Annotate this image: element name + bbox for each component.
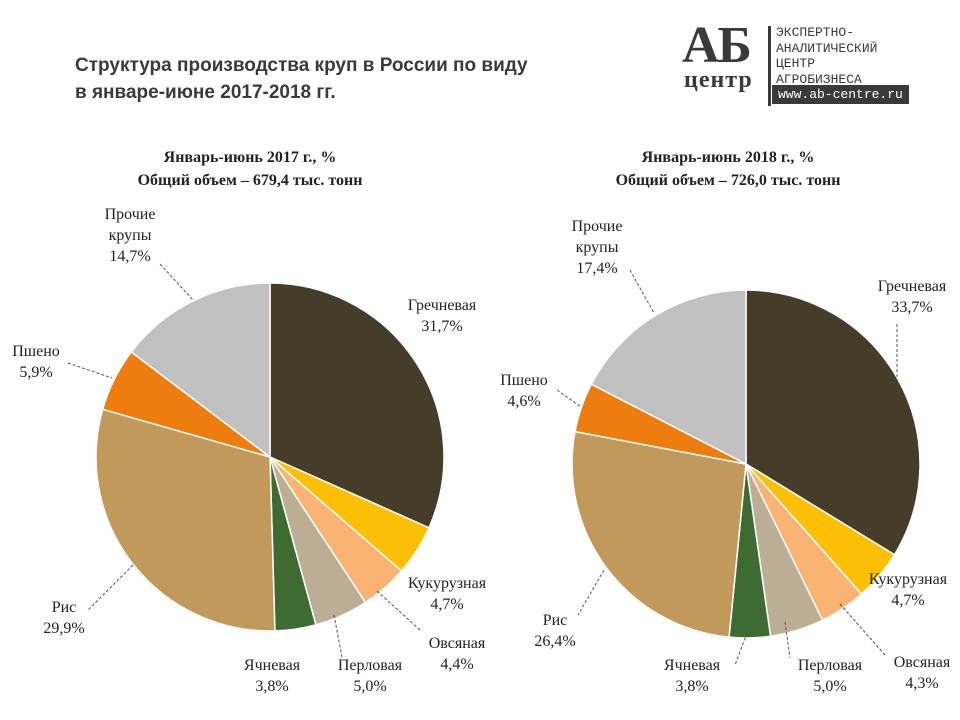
leader-line-ovsyanaya-2018 [839, 603, 886, 656]
value-label-grechnevaya-2018: 33,7% [891, 299, 932, 316]
value-label-psheno-2017: 5,9% [19, 364, 52, 381]
category-label-yachnevaya-2017: Ячневая [244, 657, 301, 674]
data-label-kukuruznaya-2018: Кукурузная 4,7% [869, 571, 948, 609]
slice-prochie-2017 [130, 282, 271, 459]
value-label-grechnevaya-2017: 31,7% [421, 318, 462, 335]
leader-line-psheno-2018 [556, 389, 582, 408]
value-label-psheno-2018: 4,6% [507, 393, 540, 410]
data-label-ris-2018: Рис 26,4% [534, 612, 575, 650]
chart-subtitle-2018: Общий объем – 726,0 тыс. тонн [615, 172, 841, 189]
data-label-prochie-2018: Прочие крупы 17,4% [572, 218, 623, 277]
page-title-line1: Структура производства круп в России по … [75, 55, 528, 76]
logo-org-line1: ЭКСПЕРТНО- [776, 25, 855, 40]
value-label-ris-2018: 26,4% [534, 633, 575, 650]
data-label-ovsyanaya-2018: Овсяная 4,3% [894, 654, 951, 692]
value-label-ovsyanaya-2018: 4,3% [905, 675, 938, 692]
value-label-perlovaya-2017: 5,0% [353, 678, 386, 695]
value-label-yachnevaya-2017: 3,8% [255, 678, 288, 695]
data-label-kukuruznaya-2017: Кукурузная 4,7% [408, 575, 487, 613]
category-label-ris-2018: Рис [543, 612, 568, 629]
leader-line-yachnevaya-2018 [734, 632, 748, 666]
category-label-prochie-2018: крупы [576, 239, 619, 256]
data-label-prochie-2017: Прочие крупы 14,7% [105, 206, 156, 265]
slice-prochie-2018 [590, 289, 747, 466]
category-label-perlovaya-2018: Перловая [798, 657, 863, 674]
slice-grechnevaya-2018 [745, 289, 921, 556]
value-label-kukuruznaya-2017: 4,7% [430, 596, 463, 613]
category-label-ovsyanaya-2018: Овсяная [894, 654, 951, 671]
leader-line-prochie-2018 [629, 269, 655, 314]
value-label-yachnevaya-2018: 3,8% [675, 678, 708, 695]
leader-line-ris-2018 [577, 569, 605, 616]
pie-chart-2018: Гречневая 33,7% Кукурузная 4,7% Овсяная 4,3% П… [500, 218, 951, 695]
data-label-perlovaya-2018: Перловая 5,0% [798, 657, 863, 695]
page-title: Структура производства круп в России по … [75, 52, 635, 106]
chart-title-2017: Январь-июнь 2017 г., % Общий объем – 679… [70, 146, 430, 192]
category-label-ovsyanaya-2017: Овсяная [429, 635, 486, 652]
data-label-ris-2017: Рис 29,9% [43, 599, 84, 637]
logo-org-name: ЭКСПЕРТНО- АНАЛИТИЧЕСКИЙ ЦЕНТР АГРОБИЗНЕ… [776, 25, 877, 87]
leader-line-ris-2017 [87, 564, 134, 611]
value-label-kukuruznaya-2018: 4,7% [891, 592, 924, 609]
chart-title-2018: Январь-июнь 2018 г., % Общий объем – 726… [548, 146, 908, 192]
logo-org-line4: АГРОБИЗНЕСА [776, 71, 862, 87]
logo-divider [768, 26, 771, 106]
chart-title-2018-line1: Январь-июнь 2018 г., % [641, 149, 815, 166]
category-label-ris-2017: Рис [52, 599, 77, 616]
slice-grechnevaya-2017 [269, 282, 445, 529]
slice-ris-2017 [95, 408, 276, 632]
leader-line-prochie-2017 [159, 263, 194, 301]
category-label-prochie-2017: Прочие [105, 206, 156, 223]
logo-org-line3: ЦЕНТР [776, 56, 816, 71]
data-label-psheno-2018: Пшено 4,6% [500, 372, 548, 410]
value-label-prochie-2017: 14,7% [109, 248, 150, 265]
data-label-yachnevaya-2018: Ячневая 3,8% [664, 657, 721, 695]
category-label-kukuruznaya-2018: Кукурузная [869, 571, 948, 588]
category-label-yachnevaya-2018: Ячневая [664, 657, 721, 674]
chart-title-2017-line1: Январь-июнь 2017 г., % [163, 149, 337, 166]
logo-mark: АБ [682, 17, 752, 74]
data-label-grechnevaya-2017: Гречневая 31,7% [408, 297, 477, 335]
value-label-ris-2017: 29,9% [43, 620, 84, 637]
leader-line-perlovaya-2018 [784, 621, 791, 659]
leader-line-ovsyanaya-2017 [376, 590, 421, 631]
leader-line-perlovaya-2017 [333, 614, 343, 658]
ab-centre-logo: АБ центр ЭКСПЕРТНО- АНАЛИТИЧЕСКИЙ ЦЕНТР … [680, 17, 930, 106]
category-label-prochie-2018: Прочие [572, 218, 623, 235]
category-label-psheno-2018: Пшено [500, 372, 548, 389]
logo-website: www.ab-centre.ru [772, 85, 909, 104]
value-label-prochie-2018: 17,4% [576, 260, 617, 277]
category-label-prochie-2017: крупы [109, 227, 152, 244]
value-label-perlovaya-2018: 5,0% [813, 678, 846, 695]
leader-line-psheno-2017 [67, 362, 113, 379]
slice-ris-2018 [571, 430, 747, 638]
category-label-perlovaya-2017: Перловая [338, 657, 403, 674]
page-title-line2: в январе-июне 2017-2018 гг. [75, 82, 336, 103]
data-label-ovsyanaya-2017: Овсяная 4,4% [429, 635, 486, 673]
category-label-grechnevaya-2017: Гречневая [408, 297, 477, 314]
logo-org-line2: АНАЛИТИЧЕСКИЙ [776, 40, 878, 56]
data-label-perlovaya-2017: Перловая 5,0% [338, 657, 403, 695]
category-label-psheno-2017: Пшено [12, 343, 60, 360]
chart-subtitle-2017: Общий объем – 679,4 тыс. тонн [137, 172, 363, 189]
category-label-kukuruznaya-2017: Кукурузная [408, 575, 487, 592]
data-label-yachnevaya-2017: Ячневая 3,8% [244, 657, 301, 695]
logo-mark-sub: центр [684, 67, 753, 93]
value-label-ovsyanaya-2017: 4,4% [440, 656, 473, 673]
data-label-grechnevaya-2018: Гречневая 33,7% [878, 278, 947, 316]
category-label-grechnevaya-2018: Гречневая [878, 278, 947, 295]
pie-chart-2017: Гречневая 31,7% Кукурузная 4,7% Овсяная 4,4% П… [12, 206, 486, 695]
data-label-psheno-2017: Пшено 5,9% [12, 343, 60, 381]
